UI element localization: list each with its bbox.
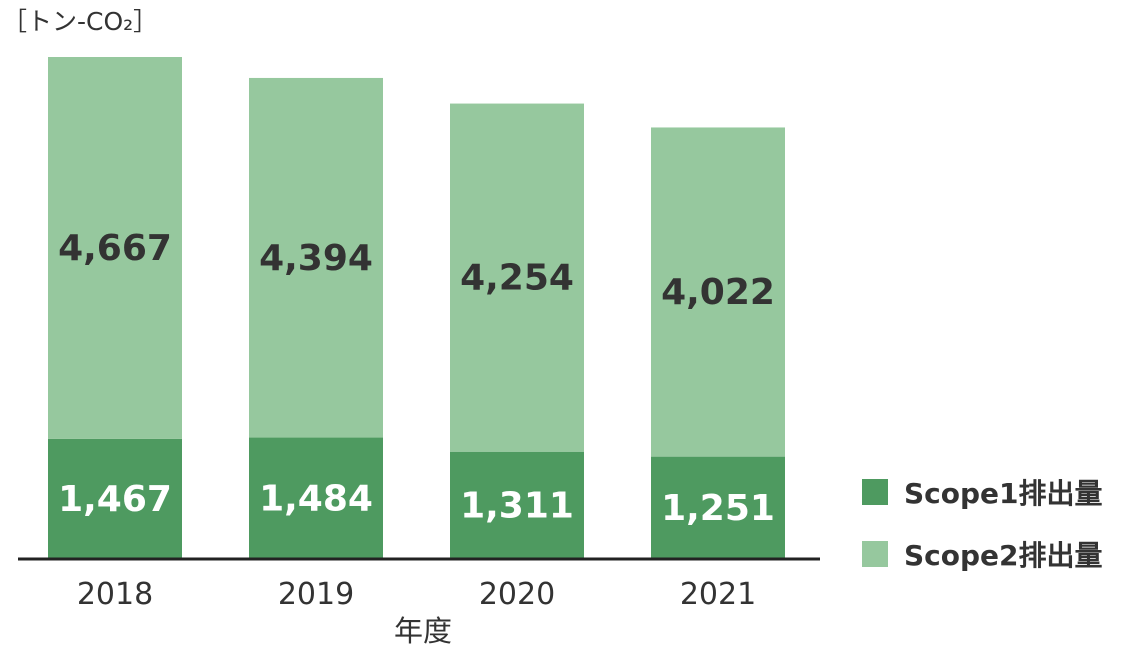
bar-2020-scope1 xyxy=(450,451,584,559)
bar-2019-scope1 xyxy=(249,437,383,559)
x-axis-label: 年度 xyxy=(393,614,452,648)
bar-2021-scope1 xyxy=(651,456,785,559)
x-tick-label-2020: 2020 xyxy=(479,577,555,612)
bar-2020-scope2 xyxy=(450,103,584,452)
legend-swatch-scope2 xyxy=(862,541,888,567)
data-label-2019-scope1: 1,484 xyxy=(259,478,373,519)
bar-2021-scope2 xyxy=(651,127,785,457)
x-tick-label-2021: 2021 xyxy=(680,577,756,612)
legend-swatch-scope1 xyxy=(862,479,888,505)
x-tick-label-2018: 2018 xyxy=(77,577,153,612)
data-label-2020-scope2: 4,254 xyxy=(460,258,574,299)
data-label-2018-scope1: 1,467 xyxy=(58,479,172,520)
legend-label-scope2: Scope2排出量 xyxy=(904,539,1103,572)
legend-item-scope2: Scope2排出量 xyxy=(862,534,1103,574)
data-label-2021-scope2: 4,022 xyxy=(661,272,775,313)
legend-item-scope1: Scope1排出量 xyxy=(862,472,1103,512)
legend: Scope1排出量 Scope2排出量 xyxy=(862,472,1103,596)
bar-2019-scope2 xyxy=(249,77,383,438)
unit-label: ［トン-CO₂］ xyxy=(2,7,159,36)
bar-2018-scope1 xyxy=(48,438,182,559)
data-label-2021-scope1: 1,251 xyxy=(661,488,775,529)
data-label-2018-scope2: 4,667 xyxy=(58,228,172,269)
data-label-2020-scope1: 1,311 xyxy=(460,485,574,526)
bar-2018-scope2 xyxy=(48,57,182,439)
legend-label-scope1: Scope1排出量 xyxy=(904,477,1103,510)
x-tick-label-2019: 2019 xyxy=(278,577,354,612)
data-label-2019-scope2: 4,394 xyxy=(259,238,373,279)
